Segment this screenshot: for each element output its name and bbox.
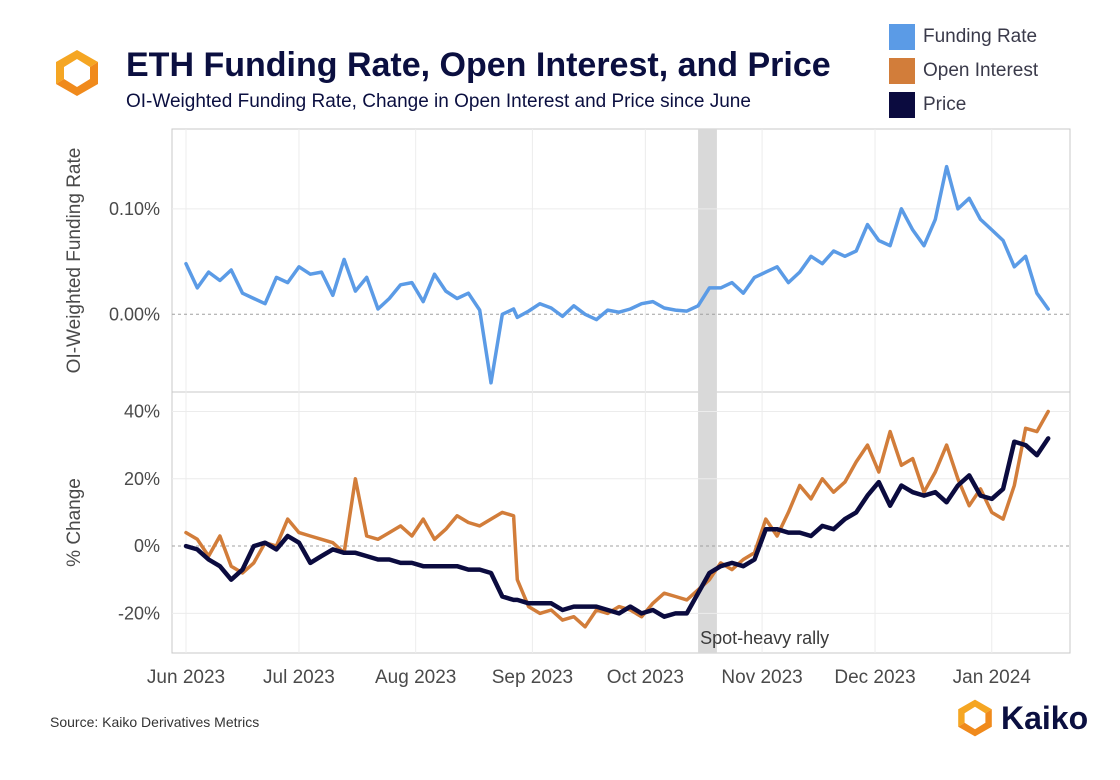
annotation-band [698,129,717,653]
y-tick-label: 0.10% [109,199,160,219]
legend-swatch-funding-rate [889,24,915,50]
source-note: Source: Kaiko Derivatives Metrics [50,714,260,730]
legend-label-funding-rate: Funding Rate [923,26,1038,47]
y-tick-label: 0% [134,536,160,556]
legend-swatch-price [889,92,915,118]
y-tick-label: 20% [124,469,160,489]
legend-label-open-interest: Open Interest [923,60,1039,81]
kaiko-logo-icon [56,50,98,96]
brand-name: Kaiko [1001,699,1089,736]
legend-item-price: Price [889,88,1038,122]
series-line-open-interest [184,409,1050,629]
chart-title: ETH Funding Rate, Open Interest, and Pri… [126,46,831,84]
legend: Funding Rate Open Interest Price [889,20,1038,122]
legend-item-funding-rate: Funding Rate [889,20,1038,54]
x-tick-label: Jun 2023 [147,667,225,688]
plot-frame [171,128,1071,654]
brand: Kaiko [955,698,1088,738]
x-tick-label: Oct 2023 [607,667,684,688]
legend-swatch-open-interest [889,58,915,84]
legend-item-open-interest: Open Interest [889,54,1038,88]
x-tick-label: Nov 2023 [721,667,802,688]
y-tick-label: -20% [118,603,160,623]
y-axis-label: OI-Weighted Funding Rate [64,148,85,374]
series-line-price [183,436,1051,619]
kaiko-brand-icon [958,699,992,737]
y-tick-label: 0.00% [109,304,160,324]
x-tick-label: Dec 2023 [834,667,915,688]
y-axis-label: % Change [64,478,85,567]
x-tick-label: Aug 2023 [375,667,456,688]
legend-label-price: Price [923,94,967,115]
annotation-label: Spot-heavy rally [700,628,829,648]
y-tick-label: 40% [124,401,160,421]
x-tick-label: Jul 2023 [263,667,335,688]
x-tick-label: Jan 2024 [953,667,1032,688]
x-tick-label: Sep 2023 [492,667,573,688]
chart-subtitle: OI-Weighted Funding Rate, Change in Open… [126,91,751,112]
series-line-funding-rate [184,164,1050,385]
